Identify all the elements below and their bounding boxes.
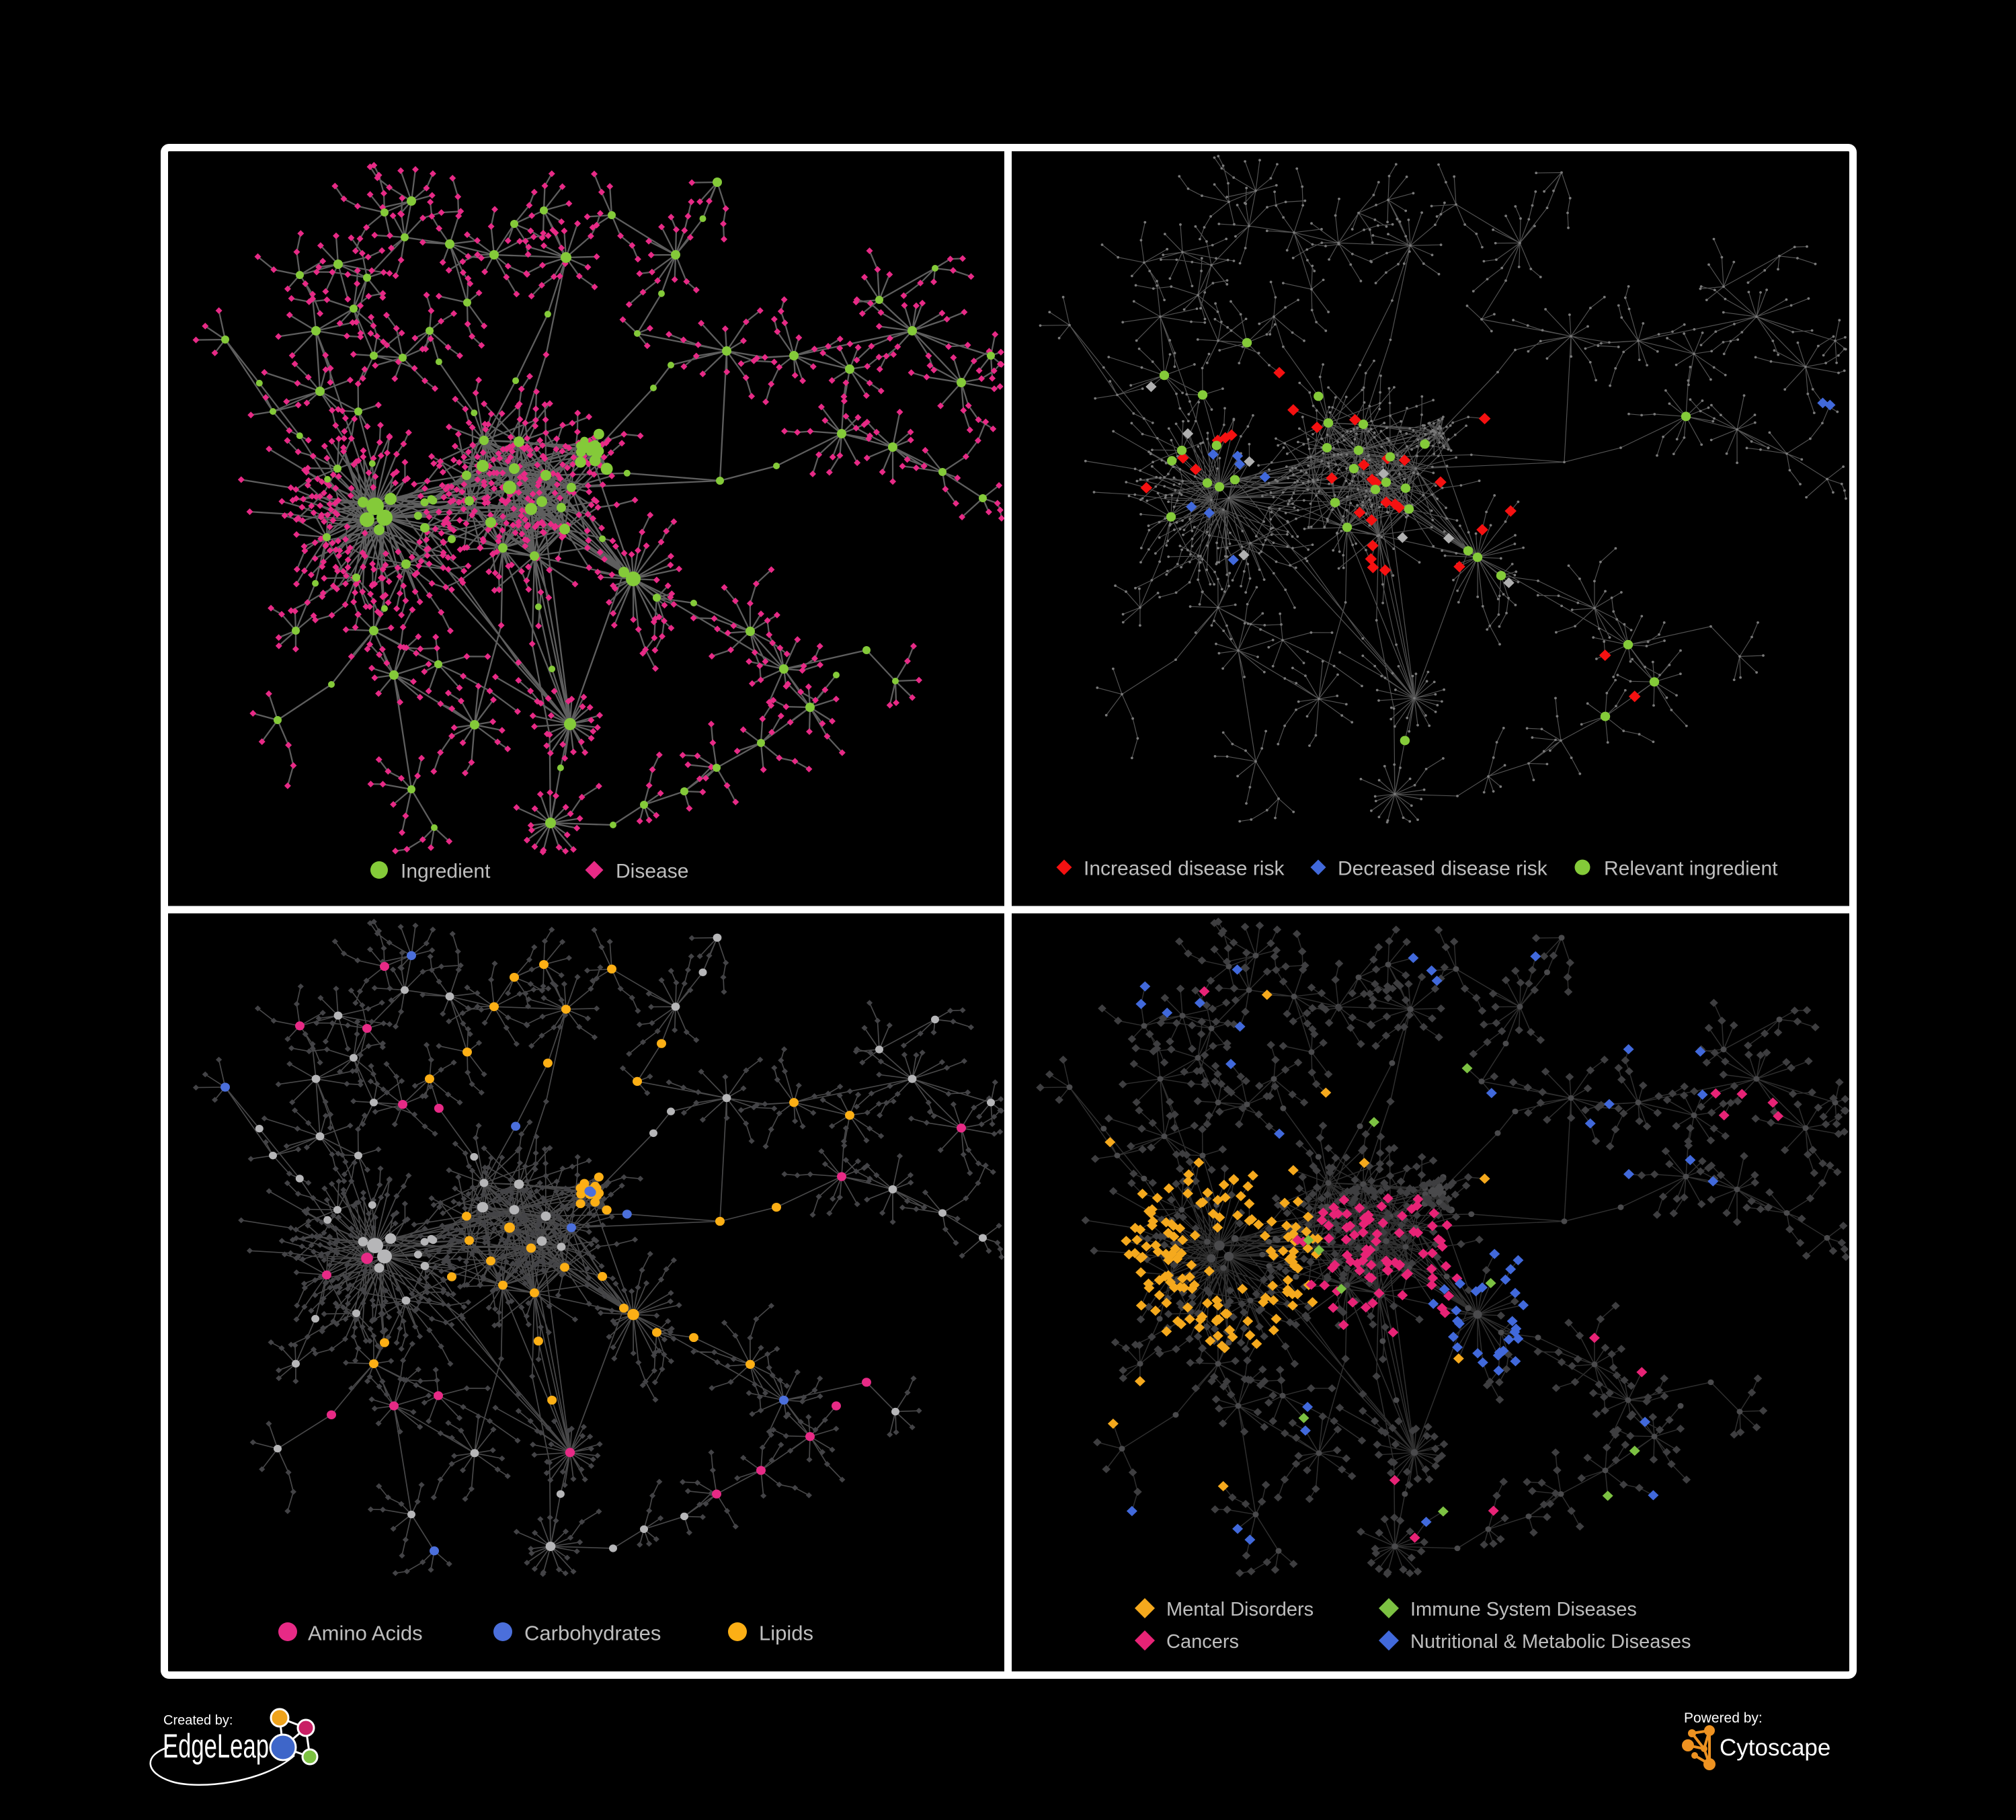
svg-text:Cancers: Cancers	[1166, 1631, 1239, 1653]
svg-text:Powered by:: Powered by:	[1684, 1710, 1763, 1726]
svg-text:Immune System Diseases: Immune System Diseases	[1410, 1599, 1637, 1620]
svg-text:Decreased disease risk: Decreased disease risk	[1338, 858, 1548, 880]
svg-text:Cytoscape: Cytoscape	[1720, 1735, 1830, 1761]
svg-text:Ingredient: Ingredient	[401, 861, 491, 883]
svg-text:Lipids: Lipids	[759, 1622, 813, 1645]
svg-text:Relevant ingredient: Relevant ingredient	[1604, 858, 1778, 880]
svg-text:EdgeLeap: EdgeLeap	[163, 1727, 269, 1765]
svg-text:Increased disease risk: Increased disease risk	[1084, 858, 1285, 880]
svg-text:Disease: Disease	[616, 861, 688, 883]
svg-text:Mental Disorders: Mental Disorders	[1166, 1599, 1314, 1620]
svg-text:Amino Acids: Amino Acids	[308, 1622, 423, 1645]
svg-text:Created by:: Created by:	[163, 1713, 233, 1728]
svg-text:Carbohydrates: Carbohydrates	[524, 1622, 661, 1645]
svg-text:Nutritional & Metabolic Diseas: Nutritional & Metabolic Diseases	[1410, 1631, 1691, 1653]
